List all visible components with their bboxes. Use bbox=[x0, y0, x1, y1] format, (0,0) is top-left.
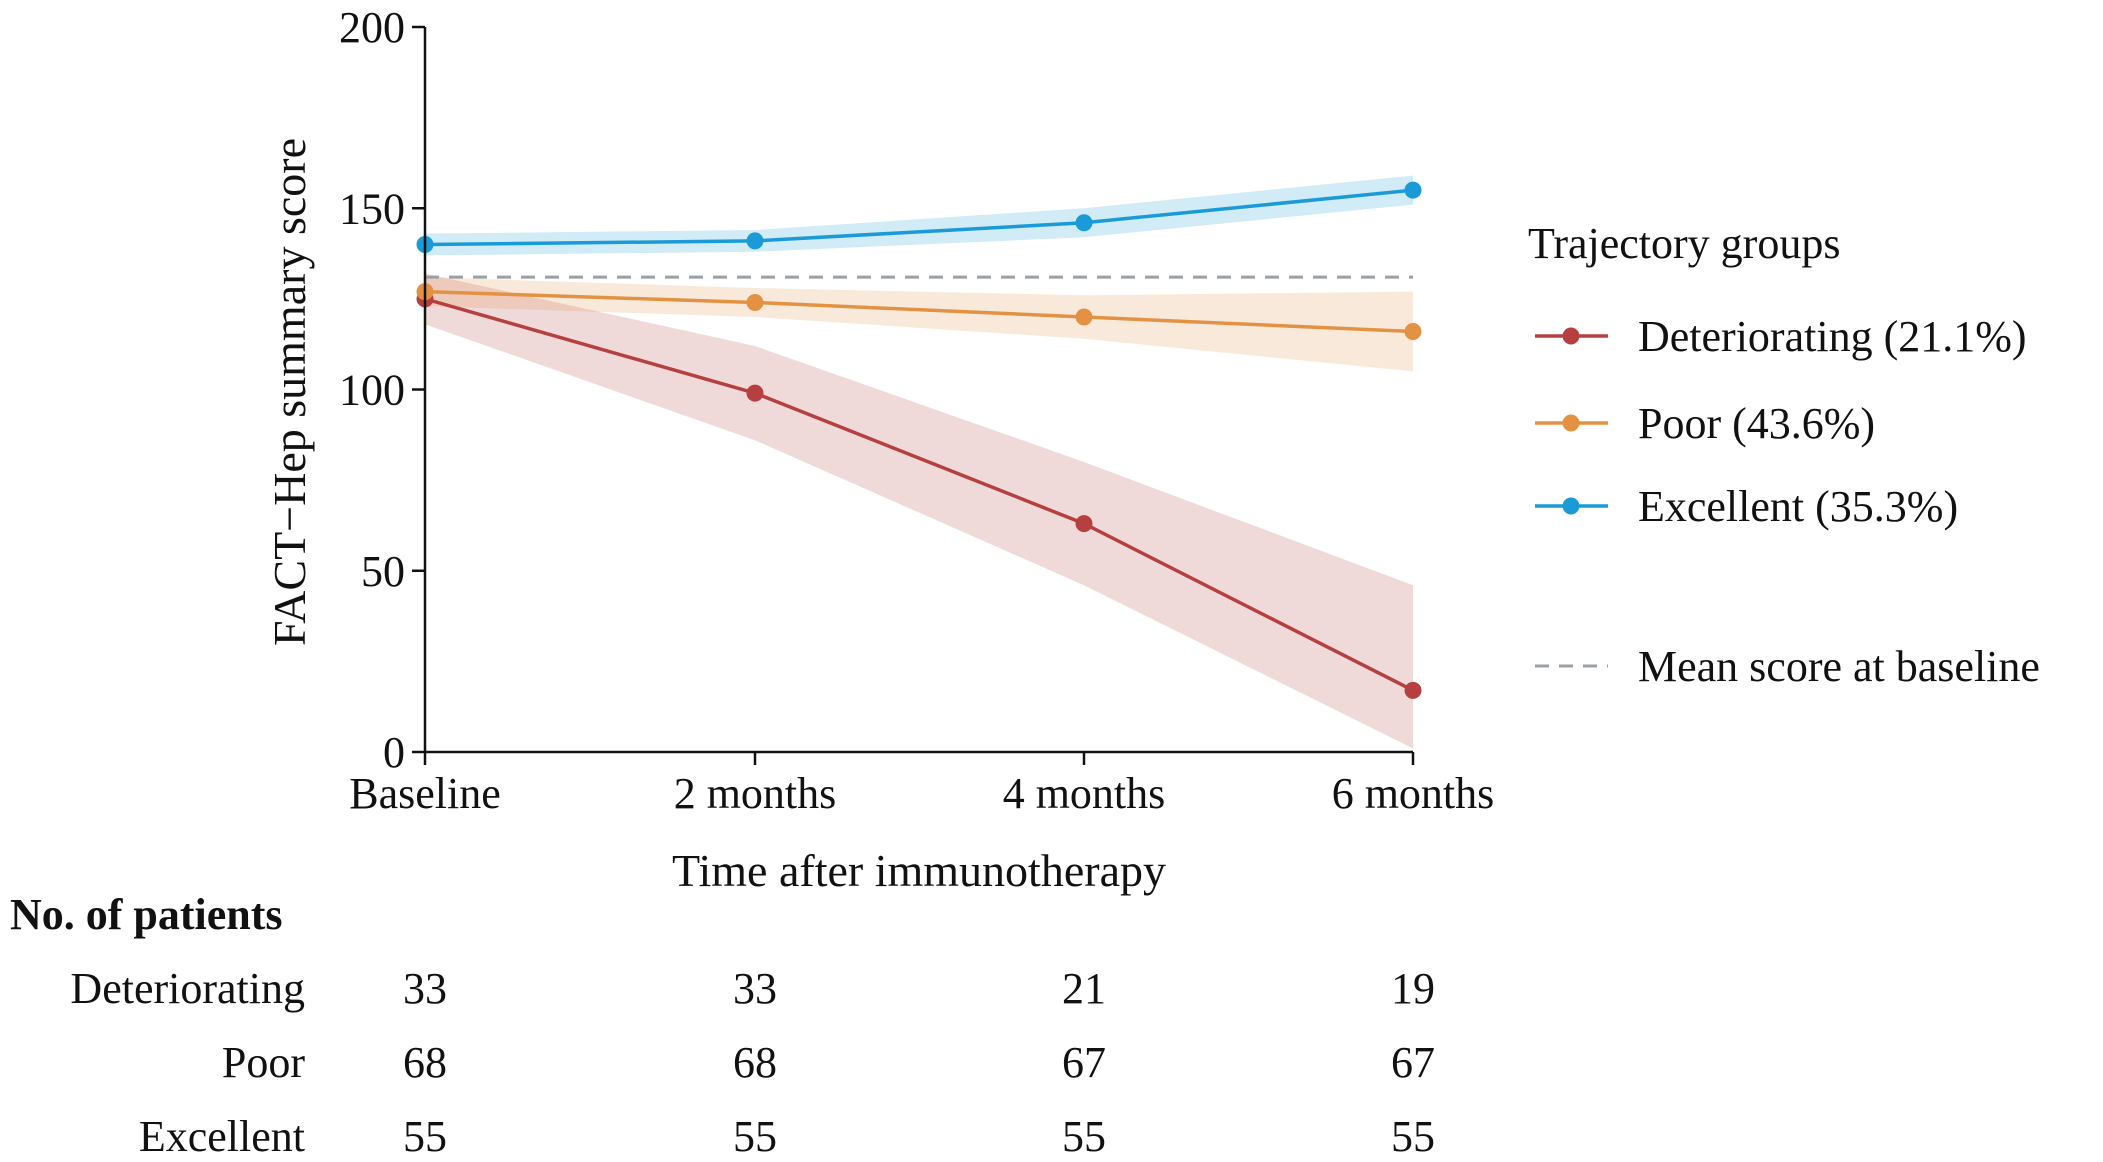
patients-row-label: Excellent bbox=[139, 1112, 305, 1161]
x-tick-label: 4 months bbox=[1003, 769, 1166, 818]
patients-count: 55 bbox=[733, 1112, 777, 1161]
series-line-deteriorating bbox=[424, 297, 1414, 692]
x-tick-label: Baseline bbox=[349, 769, 501, 818]
patients-count: 19 bbox=[1391, 964, 1435, 1013]
point-poor-1 bbox=[746, 294, 764, 311]
point-deteriorating-2 bbox=[1075, 515, 1093, 533]
x-tick-label: 6 months bbox=[1332, 769, 1495, 818]
patients-row-label: Poor bbox=[222, 1038, 305, 1087]
y-tick-label: 0 bbox=[383, 728, 405, 777]
y-tick-label: 100 bbox=[339, 366, 405, 415]
patients-table: No. of patients Deteriorating 33 33 21 19 Poor… bbox=[10, 890, 1435, 1161]
patients-count: 33 bbox=[733, 964, 777, 1013]
legend-label-reference: Mean score at baseline bbox=[1638, 642, 2040, 691]
series-line-poor bbox=[424, 289, 1414, 334]
legend-label-poor: Poor (43.6%) bbox=[1638, 399, 1875, 448]
legend-swatch-point-excellent bbox=[1562, 497, 1580, 515]
legend-swatch-point-deteriorating bbox=[1562, 327, 1580, 345]
legend-title: Trajectory groups bbox=[1528, 219, 1840, 268]
patients-table-title: No. of patients bbox=[10, 890, 283, 939]
patients-count: 67 bbox=[1062, 1038, 1106, 1087]
patients-count: 33 bbox=[403, 964, 447, 1013]
patients-count: 68 bbox=[733, 1038, 777, 1087]
confidence-bands bbox=[425, 175, 1413, 749]
patients-count: 67 bbox=[1391, 1038, 1435, 1087]
y-tick-label: 50 bbox=[361, 547, 405, 596]
point-excellent-3 bbox=[1404, 181, 1422, 199]
patients-count: 68 bbox=[403, 1038, 447, 1087]
patients-count: 55 bbox=[403, 1112, 447, 1161]
y-tick-label: 150 bbox=[339, 184, 405, 233]
patients-count: 55 bbox=[1391, 1112, 1435, 1161]
axes: 0 50 100 150 200 Baseline 2 months 4 months 6 mo… bbox=[264, 3, 1494, 896]
x-tick-label: 2 months bbox=[674, 769, 837, 818]
legend-label-excellent: Excellent (35.3%) bbox=[1638, 482, 1958, 531]
point-excellent-2 bbox=[1075, 214, 1093, 232]
point-excellent-1 bbox=[746, 232, 764, 250]
patients-count: 21 bbox=[1062, 964, 1106, 1013]
patients-row-label: Deteriorating bbox=[70, 964, 305, 1013]
patients-count: 55 bbox=[1062, 1112, 1106, 1161]
ci-band-excellent bbox=[425, 175, 1413, 256]
point-deteriorating-3 bbox=[1404, 681, 1422, 699]
legend-swatch-point-poor bbox=[1562, 414, 1580, 432]
point-poor-3 bbox=[1404, 323, 1422, 340]
point-deteriorating-1 bbox=[746, 384, 764, 402]
series-line-excellent bbox=[424, 188, 1414, 247]
y-tick-label: 200 bbox=[339, 3, 405, 52]
x-axis-title: Time after immunotherapy bbox=[672, 845, 1166, 896]
series-lines bbox=[416, 181, 1422, 699]
legend: Trajectory groups Deteriorating (21.1%) Po… bbox=[1528, 219, 2040, 691]
legend-label-deteriorating: Deteriorating (21.1%) bbox=[1638, 312, 2027, 361]
point-poor-2 bbox=[1075, 308, 1093, 326]
ci-band-deteriorating bbox=[425, 273, 1413, 749]
y-axis-title: FACT−Hep summary score bbox=[264, 138, 315, 646]
